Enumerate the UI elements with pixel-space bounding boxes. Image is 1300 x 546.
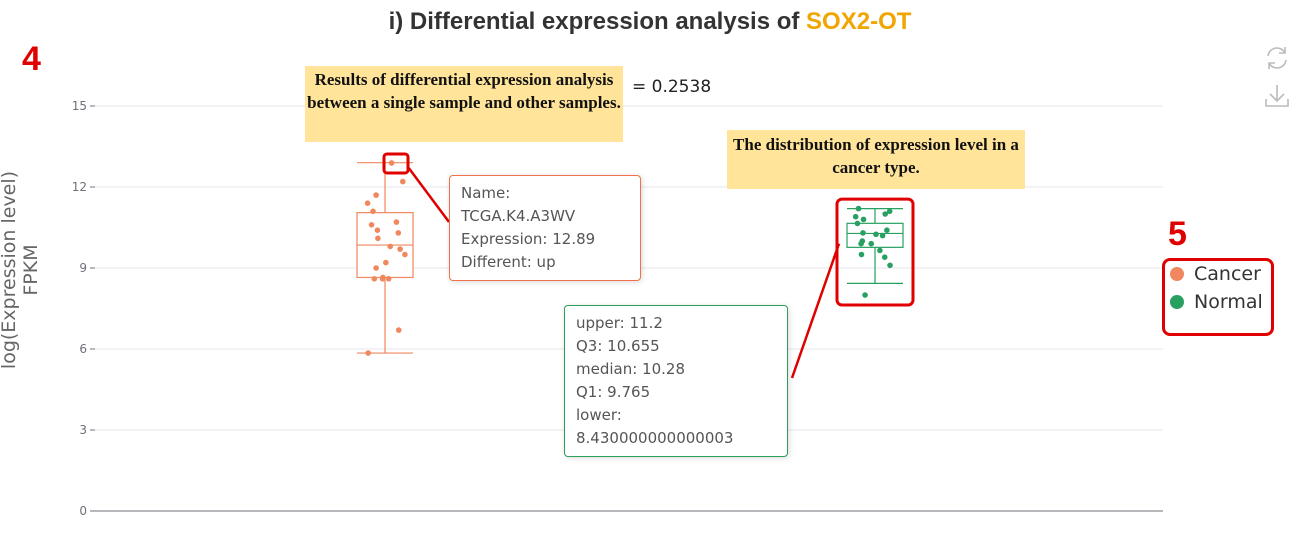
data-point — [368, 222, 375, 228]
data-point — [379, 276, 386, 282]
tooltip-lower: lower: 8.430000000000003 — [576, 406, 734, 447]
data-point — [858, 251, 865, 258]
pvalue-text: = 0.2538 — [632, 77, 712, 97]
data-point — [879, 232, 886, 239]
data-point — [383, 259, 389, 266]
data-point — [374, 227, 381, 233]
data-point — [873, 231, 879, 238]
highlight-sample-point — [382, 152, 410, 175]
connector-line-box — [790, 243, 841, 379]
box-stats-tooltip: upper: 11.2 Q3: 10.655 median: 10.28 Q1:… — [564, 305, 788, 457]
data-point — [397, 246, 403, 252]
legend: Cancer Normal — [1170, 263, 1263, 319]
annotation-number-4: 4 — [22, 40, 41, 78]
data-point — [855, 205, 862, 212]
y-tick-label: 6 — [79, 342, 87, 356]
legend-label: Normal — [1194, 291, 1263, 313]
data-point — [868, 240, 875, 247]
title-gene: SOX2-OT — [806, 8, 912, 35]
data-point — [887, 262, 893, 269]
tooltip-upper: upper: 11.2 — [576, 314, 663, 332]
data-point — [365, 350, 371, 356]
data-point — [375, 235, 381, 242]
tooltip-sample-expression: Expression: 12.89 — [461, 230, 596, 248]
data-point — [860, 230, 866, 236]
annotation-number-5: 5 — [1168, 215, 1187, 253]
data-point — [858, 240, 864, 247]
tooltip-q3: Q3: 10.655 — [576, 337, 660, 355]
data-point — [364, 200, 371, 206]
box-group-normal — [846, 205, 904, 298]
data-point — [393, 219, 400, 225]
y-axis-label: log(Expression level) FPKM — [0, 170, 42, 370]
legend-highlight — [1162, 258, 1274, 336]
y-tick-label: 12 — [72, 180, 87, 194]
data-point — [884, 227, 890, 233]
chart-title: i) Differential expression analysis of S… — [0, 8, 1300, 36]
y-tick-label: 3 — [79, 423, 87, 437]
data-point — [388, 160, 395, 166]
tooltip-sample-name: Name: TCGA.K4.A3WV — [461, 184, 576, 225]
data-point — [862, 292, 868, 298]
y-tick-label: 15 — [72, 99, 87, 113]
y-tick-label: 9 — [79, 261, 87, 275]
data-point — [886, 208, 893, 215]
data-point — [854, 220, 861, 227]
y-tick-label: 0 — [79, 504, 87, 518]
data-point — [385, 276, 392, 282]
download-icon[interactable] — [1263, 82, 1291, 110]
annotation-single-sample: Results of differential expression analy… — [305, 66, 623, 142]
data-point — [395, 327, 402, 333]
data-point — [395, 230, 402, 236]
data-point — [371, 276, 378, 282]
refresh-icon[interactable] — [1263, 44, 1291, 72]
data-point — [370, 208, 376, 215]
box-group-cancer — [356, 160, 414, 356]
data-point — [860, 216, 867, 223]
legend-item-normal[interactable]: Normal — [1170, 291, 1263, 313]
tooltip-q1: Q1: 9.765 — [576, 383, 651, 401]
legend-dot — [1170, 295, 1184, 309]
data-point — [373, 192, 379, 198]
data-point — [852, 213, 859, 220]
annotation-distribution: The distribution of expression level in … — [727, 130, 1025, 189]
legend-label: Cancer — [1194, 263, 1261, 285]
legend-dot — [1170, 267, 1184, 281]
data-point — [877, 247, 883, 254]
sample-tooltip: Name: TCGA.K4.A3WV Expression: 12.89 Dif… — [449, 175, 641, 281]
data-point — [399, 178, 406, 185]
data-point — [402, 251, 408, 258]
data-point — [373, 265, 379, 271]
tooltip-median: median: 10.28 — [576, 360, 685, 378]
tooltip-sample-different: Different: up — [461, 253, 556, 271]
data-point — [881, 254, 888, 260]
connector-line-sample — [406, 166, 451, 223]
title-prefix: i) Differential expression analysis of — [388, 8, 807, 35]
data-point — [387, 243, 394, 250]
data-point — [882, 211, 889, 217]
legend-item-cancer[interactable]: Cancer — [1170, 263, 1263, 285]
